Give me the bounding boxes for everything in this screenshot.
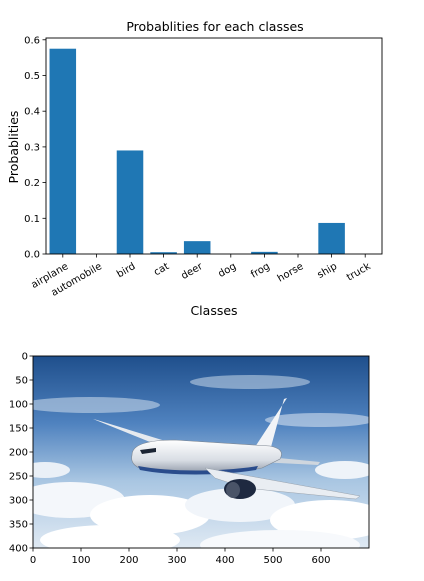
bars-group — [49, 48, 345, 255]
image-x-tick-label: 400 — [215, 555, 234, 566]
bar-ship — [318, 222, 345, 254]
image-x-tick-label: 300 — [167, 555, 186, 566]
image-plot: 0 50 100 150 200 250 300 350 400 0 100 200 300 400 50… — [9, 352, 370, 566]
plot-frame — [45, 37, 383, 255]
image-x-tick-label: 200 — [119, 555, 138, 566]
image-y-tick-label: 0 — [22, 352, 28, 363]
bar-airplane — [49, 48, 77, 255]
x-tick-label: deer — [179, 261, 205, 282]
bar-cat — [150, 252, 177, 254]
chart-title: Probablities for each classes — [126, 19, 303, 34]
y-ticks: 0.0 0.1 0.2 0.3 0.4 0.5 0.6 — [24, 35, 46, 261]
image-x-tick-label: 600 — [311, 555, 330, 566]
y-tick-label: 0.6 — [24, 35, 40, 46]
x-tick-label: dog — [216, 261, 238, 280]
image-y-tick-label: 150 — [9, 424, 28, 435]
y-tick-label: 0.3 — [24, 142, 40, 153]
image-y-tick-label: 200 — [9, 448, 28, 459]
image-x-ticks: 0 100 200 300 400 500 600 — [30, 548, 331, 566]
y-tick-label: 0.0 — [24, 250, 40, 261]
bar-chart: Probablities for each classes 0.00.10.20… — [6, 19, 383, 318]
y-tick-label: 0.5 — [24, 71, 40, 82]
x-tick-label: cat — [152, 261, 171, 278]
x-tick-label: horse — [276, 261, 306, 284]
image-y-tick-label: 300 — [9, 496, 28, 507]
image-y-ticks: 0 50 100 150 200 250 300 350 400 — [9, 352, 33, 555]
bar-deer — [183, 241, 211, 254]
x-tick-label: bird — [115, 261, 137, 280]
x-tick-label: frog — [249, 261, 272, 280]
image-x-tick-label: 0 — [30, 555, 36, 566]
y-tick-label: 0.1 — [24, 214, 40, 225]
image-y-tick-label: 50 — [15, 376, 28, 387]
y-axis-label: Probablities — [6, 111, 21, 184]
image-y-tick-label: 350 — [9, 520, 28, 531]
x-tick-label: ship — [316, 261, 339, 281]
bar-bird — [116, 150, 144, 254]
image-x-tick-label: 500 — [263, 555, 282, 566]
y-tick-label: 0.4 — [24, 107, 40, 118]
x-tick-label: truck — [345, 261, 373, 283]
airplane-shape — [93, 398, 361, 500]
x-axis-label: Classes — [190, 303, 237, 318]
image-y-tick-label: 400 — [9, 544, 28, 555]
image-y-tick-label: 100 — [9, 400, 28, 411]
airplane-photo — [33, 356, 369, 548]
bar-frog — [251, 251, 278, 254]
image-y-tick-label: 250 — [9, 472, 28, 483]
y-tick-label: 0.2 — [24, 178, 40, 189]
image-x-tick-label: 100 — [71, 555, 90, 566]
